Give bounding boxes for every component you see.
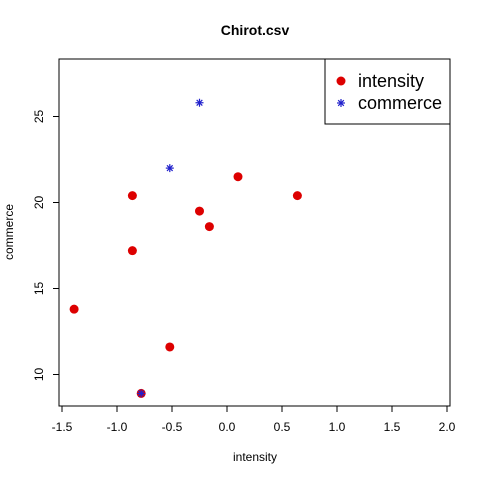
data-point-intensity: [204, 222, 214, 232]
x-tick-label: -1.0: [107, 420, 128, 434]
x-tick-label: 0.0: [219, 420, 236, 434]
legend-box: [324, 58, 451, 125]
y-tick-label: 20: [32, 196, 46, 210]
y-axis: 10 15 20 25: [32, 110, 60, 382]
legend-label-intensity: intensity: [358, 71, 424, 91]
asterisk-stroke: [166, 164, 174, 172]
legend-marker-intensity: [336, 76, 346, 86]
x-tick-label: 1.0: [329, 420, 346, 434]
asterisk-stroke: [337, 99, 345, 107]
x-tick-label: 0.5: [274, 420, 291, 434]
data-point-intensity: [127, 246, 137, 256]
x-axis: -1.5 -1.0 -0.5 0.0 0.5 1.0 1.5 2.0: [52, 405, 456, 434]
data-point-intensity: [233, 172, 243, 182]
y-axis-label: commerce: [2, 204, 16, 260]
y-tick-label: 25: [32, 110, 46, 124]
asterisk-stroke: [137, 390, 145, 397]
data-point-commerce: [195, 98, 204, 107]
data-point-intensity: [292, 191, 302, 201]
y-tick-label: 10: [32, 368, 46, 382]
asterisk-stroke: [196, 99, 203, 106]
legend-label-commerce: commerce: [358, 93, 442, 113]
data-point-intensity: [127, 191, 137, 201]
data-point-intensity: [165, 342, 175, 352]
data-point-commerce: [165, 164, 174, 173]
x-axis-label: intensity: [233, 450, 277, 464]
x-tick-label: -0.5: [162, 420, 183, 434]
legend-marker-commerce: [337, 99, 345, 107]
data-point-commerce: [137, 389, 146, 398]
data-points: [69, 98, 302, 398]
x-tick-label: 1.5: [384, 420, 401, 434]
chart-title: Chirot.csv: [221, 22, 290, 38]
data-point-intensity: [195, 206, 204, 216]
y-tick-label: 15: [32, 282, 46, 296]
x-tick-label: -1.5: [52, 420, 73, 434]
x-tick-label: 2.0: [439, 420, 456, 434]
data-point-intensity: [69, 304, 79, 314]
